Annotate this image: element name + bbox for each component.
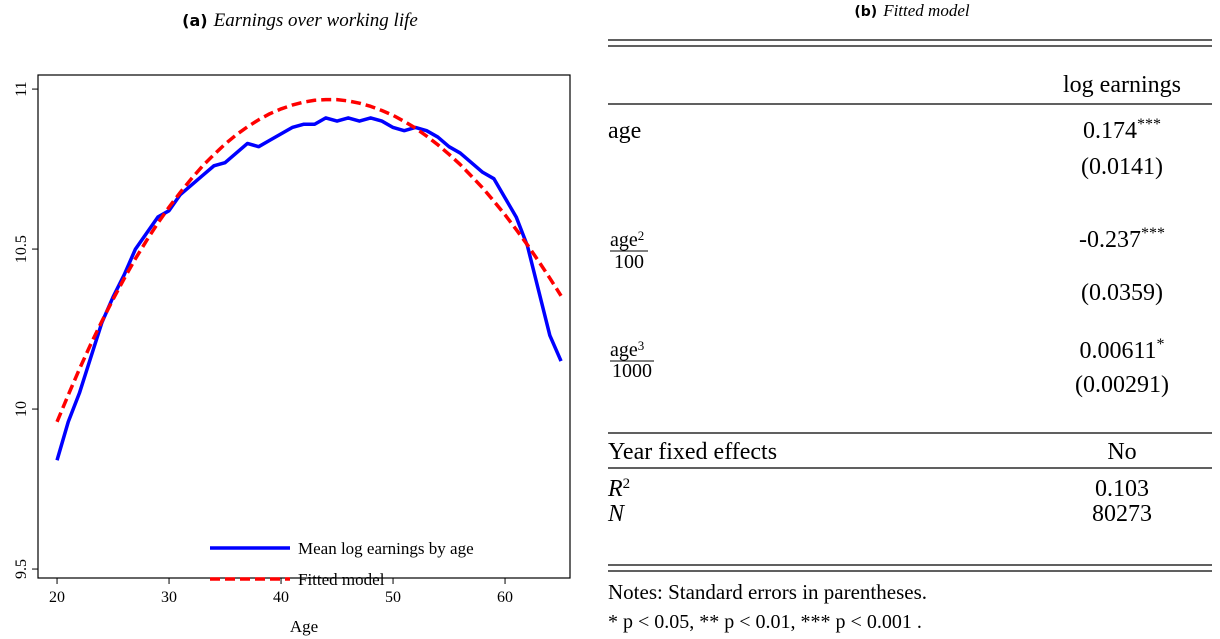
column-header: log earnings: [1063, 72, 1181, 98]
coef-value: -0.237: [1079, 227, 1141, 253]
stat-name: R: [607, 476, 623, 502]
fraction-numerator: age3: [610, 338, 644, 361]
stars: ***: [1137, 116, 1161, 133]
stars: *: [1157, 336, 1165, 353]
cell: 80273: [1092, 501, 1152, 527]
legend-label: Fitted model: [298, 570, 385, 589]
note: * p < 0.05, ** p < 0.01, *** p < 0.001 .: [608, 611, 922, 633]
power: 2: [638, 228, 645, 243]
coef: 0.174***: [1083, 116, 1161, 144]
fraction-numerator: age2: [610, 228, 644, 251]
cell: No: [1107, 439, 1136, 465]
fraction-denominator: 100: [614, 251, 644, 273]
coef-value: 0.00611: [1079, 338, 1156, 364]
y-tick-label: 9.5: [13, 559, 30, 579]
coef: 0.00611*: [1079, 336, 1164, 364]
row-label: Year fixed effects: [608, 439, 777, 465]
chart-title: (a) Earnings over working life: [182, 10, 418, 31]
row-label: R2: [607, 476, 630, 502]
x-tick-label: 40: [273, 589, 289, 606]
panel-label: (a): [182, 11, 207, 30]
x-tick-label: 50: [385, 589, 401, 606]
legend-label: Mean log earnings by age: [298, 539, 474, 558]
row-label: age: [608, 118, 641, 144]
cell: 0.103: [1095, 476, 1149, 502]
base: age: [610, 229, 638, 251]
plot-area: 9.5 10 10.5 11 20 30 40 50 60: [13, 81, 563, 606]
panel-label: (b): [854, 4, 877, 20]
coef: -0.237***: [1079, 225, 1165, 253]
se: (0.0141): [1081, 154, 1163, 180]
table-title: (b) Fitted model: [854, 1, 969, 20]
se: (0.0359): [1081, 280, 1163, 306]
note: Notes: Standard errors in parentheses.: [608, 580, 927, 604]
x-axis-label: Age: [290, 617, 318, 636]
row-label: N: [607, 501, 626, 527]
x-tick-label: 20: [49, 589, 65, 606]
x-tick-label: 30: [161, 589, 177, 606]
plot-frame: [37, 74, 571, 579]
legend: Mean log earnings by age Fitted model: [210, 539, 474, 589]
y-tick-label: 11: [13, 81, 30, 96]
se: (0.00291): [1075, 372, 1169, 398]
series-line: [55, 97, 563, 423]
power: 2: [623, 476, 631, 492]
y-tick-label: 10.5: [13, 235, 30, 263]
coef-value: 0.174: [1083, 118, 1137, 144]
y-tick-label: 10: [13, 401, 30, 417]
series-line: [55, 116, 563, 461]
title-text: Fitted model: [882, 1, 970, 20]
fraction-denominator: 1000: [612, 360, 652, 382]
x-tick-label: 60: [497, 589, 513, 606]
power: 3: [638, 338, 645, 353]
stars: ***: [1141, 225, 1165, 242]
title-text: Earnings over working life: [213, 10, 418, 31]
base: age: [610, 339, 638, 361]
